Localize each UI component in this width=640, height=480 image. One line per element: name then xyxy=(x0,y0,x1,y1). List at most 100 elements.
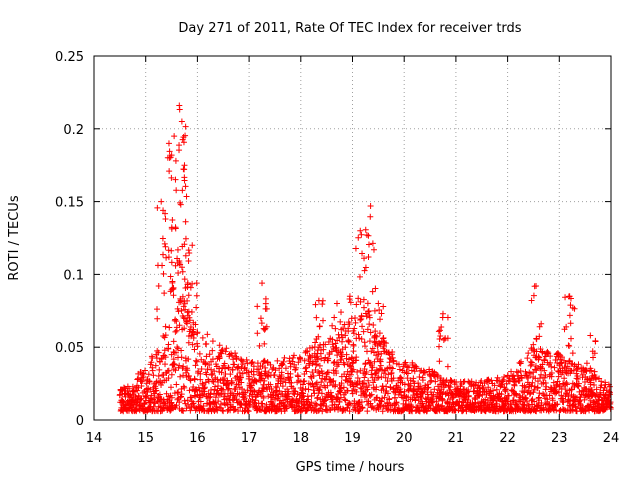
data-point xyxy=(155,283,162,290)
data-point xyxy=(222,365,229,372)
data-point xyxy=(170,356,177,363)
data-point xyxy=(527,362,534,369)
data-point xyxy=(348,315,355,322)
data-point xyxy=(531,283,538,290)
data-point xyxy=(525,374,532,381)
data-point xyxy=(378,374,385,381)
data-point xyxy=(214,387,221,394)
data-point xyxy=(337,394,344,401)
data-point xyxy=(192,321,199,328)
data-point xyxy=(528,297,535,304)
data-point xyxy=(175,389,182,396)
data-point xyxy=(171,361,178,368)
data-point xyxy=(563,380,570,387)
data-point xyxy=(316,362,323,369)
data-point xyxy=(161,347,168,354)
data-point xyxy=(184,367,191,374)
data-point xyxy=(505,392,512,399)
data-point xyxy=(574,376,581,383)
data-point xyxy=(256,387,263,394)
data-point xyxy=(197,370,204,377)
data-point xyxy=(182,285,189,292)
data-point xyxy=(180,134,187,141)
data-point xyxy=(261,326,268,333)
data-point xyxy=(569,350,576,357)
data-point xyxy=(386,395,393,402)
data-point xyxy=(209,338,216,345)
data-point xyxy=(165,341,172,348)
data-point xyxy=(339,338,346,345)
data-point xyxy=(275,393,282,400)
data-point xyxy=(403,369,410,375)
data-point xyxy=(498,391,505,398)
data-point xyxy=(203,353,210,360)
data-point xyxy=(301,357,308,364)
data-point xyxy=(248,382,255,389)
data-point xyxy=(398,375,405,382)
data-point xyxy=(346,408,353,415)
data-point xyxy=(591,382,598,389)
data-point xyxy=(243,356,250,363)
data-point xyxy=(592,337,599,344)
data-point xyxy=(191,376,198,383)
data-point xyxy=(316,323,323,330)
data-point xyxy=(154,315,161,322)
data-point xyxy=(362,310,369,317)
data-point xyxy=(508,368,515,375)
data-point xyxy=(333,370,340,377)
data-point xyxy=(161,290,168,297)
data-point xyxy=(182,400,189,407)
data-point xyxy=(245,408,252,415)
data-point xyxy=(222,348,229,355)
data-point xyxy=(299,390,306,397)
data-point xyxy=(291,361,298,368)
data-point xyxy=(573,366,580,373)
data-point xyxy=(380,303,387,310)
data-point xyxy=(319,370,326,377)
data-point xyxy=(424,384,431,391)
data-point xyxy=(358,385,365,392)
data-point xyxy=(422,395,429,402)
data-point xyxy=(366,312,373,319)
data-point xyxy=(143,392,150,399)
data-point xyxy=(281,354,288,361)
data-point xyxy=(554,378,561,385)
data-point xyxy=(172,328,179,335)
data-point xyxy=(512,379,519,386)
data-point xyxy=(518,358,525,365)
data-point xyxy=(269,366,276,373)
data-point xyxy=(208,386,215,393)
data-point xyxy=(312,301,319,308)
data-point xyxy=(165,375,172,382)
data-point xyxy=(203,340,210,347)
data-point xyxy=(193,304,200,311)
data-point xyxy=(330,377,337,384)
data-point xyxy=(404,370,411,377)
data-point xyxy=(134,376,141,383)
data-point xyxy=(232,385,239,392)
data-point xyxy=(323,403,330,410)
data-point xyxy=(312,406,319,413)
data-point xyxy=(150,403,157,410)
data-point xyxy=(373,395,380,402)
data-point xyxy=(380,370,387,377)
data-point xyxy=(182,218,189,225)
data-point xyxy=(173,402,180,409)
x-tick-label: 14 xyxy=(86,431,103,446)
data-point xyxy=(337,318,344,325)
data-point xyxy=(366,338,373,345)
data-point xyxy=(176,399,183,406)
data-point xyxy=(150,372,157,379)
data-point xyxy=(165,140,172,147)
data-point xyxy=(442,378,449,385)
data-point xyxy=(204,331,211,338)
data-point xyxy=(181,276,188,283)
grid xyxy=(94,56,611,420)
data-point xyxy=(373,384,380,391)
data-point xyxy=(521,401,528,408)
y-tick-label: 0 xyxy=(76,414,84,429)
data-point xyxy=(530,341,537,348)
data-point xyxy=(312,358,319,365)
data-point xyxy=(177,201,184,208)
data-point xyxy=(534,385,541,392)
